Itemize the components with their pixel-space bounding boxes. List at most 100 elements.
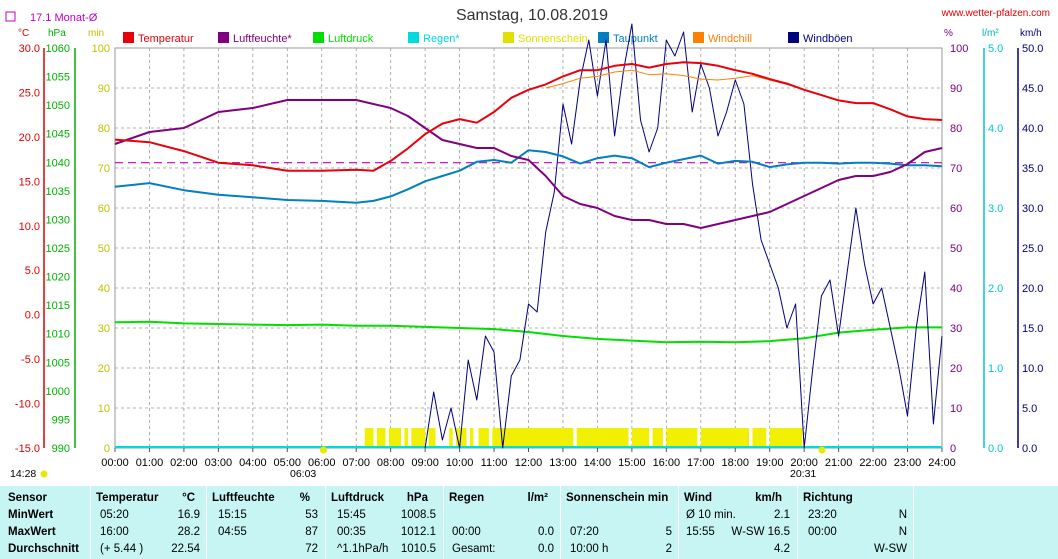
sunshine-bar xyxy=(666,428,698,448)
sunshine-bar xyxy=(376,428,386,448)
x-tick-label: 22:00 xyxy=(859,457,887,469)
sun-icon xyxy=(40,470,48,478)
wind-tick-label: 35.0 xyxy=(1022,163,1043,175)
unit-pressure: hPa xyxy=(48,28,66,39)
humidity-tick-label: 10 xyxy=(950,403,962,415)
sunshine-bar xyxy=(700,428,750,448)
series-taupunkt xyxy=(114,149,943,204)
stats-header: Richtung xyxy=(803,492,853,504)
temp-tick-label: 20.0 xyxy=(19,132,40,144)
x-tick-label: 23:00 xyxy=(894,457,922,469)
legend-item: Luftdruck xyxy=(313,32,374,45)
x-tick-label: 09:00 xyxy=(411,457,439,469)
sunshine-bar xyxy=(478,428,489,448)
wind-tick-label: 0.0 xyxy=(1022,443,1037,455)
sunshine-bar xyxy=(411,428,426,448)
pressure-tick-label: 1045 xyxy=(46,129,70,141)
stats-row-label: Durchschnitt xyxy=(8,543,79,555)
monthly-avg-label: 17.1 Monat-Ø xyxy=(30,12,98,24)
stats-table: Sensor Temperatur °C Luftfeuchte% Luftdruck h… xyxy=(0,486,1058,559)
stats-time: 00:35 xyxy=(337,526,366,538)
stats-value: 16.9 xyxy=(177,509,200,521)
legend-swatch xyxy=(598,32,609,43)
pressure-tick-label: 1050 xyxy=(46,100,70,112)
stats-time: 04:55 xyxy=(218,526,247,538)
stats-row-label: MinWert xyxy=(8,509,54,521)
x-tick-label: 24:00 xyxy=(928,457,956,469)
stats-separator xyxy=(913,486,914,559)
stats-value: 28.2 xyxy=(177,526,200,538)
stats-time: 00:00 xyxy=(452,526,481,538)
humidity-tick-label: 90 xyxy=(950,83,962,95)
wind-tick-label: 40.0 xyxy=(1022,123,1043,135)
stats-value: 1012.1 xyxy=(400,526,436,538)
x-tick-label: 17:00 xyxy=(687,457,715,469)
humidity-tick-label: 60 xyxy=(950,203,962,215)
stats-separator xyxy=(560,486,561,559)
stats-time: 15:55 xyxy=(686,526,715,538)
temp-tick-label: 15.0 xyxy=(19,176,40,188)
grid xyxy=(114,47,943,449)
x-tick-label: 03:00 xyxy=(205,457,233,469)
stats-value: 1010.5 xyxy=(400,543,436,555)
stats-unit: °C xyxy=(182,492,195,504)
daylength-label: 14:28 xyxy=(10,468,36,480)
stats-time: 05:20 xyxy=(100,509,129,521)
legend-swatch xyxy=(218,32,229,43)
pressure-tick-label: 1040 xyxy=(46,157,70,169)
stats-row-label: MaxWert xyxy=(8,526,56,538)
legend-swatch xyxy=(503,32,514,43)
stats-header: Sonnenschein min xyxy=(566,492,669,504)
rain-tick-label: 2.0 xyxy=(988,283,1003,295)
stats-separator xyxy=(90,486,91,559)
unit-temp: °C xyxy=(18,28,29,39)
sunshine-tick-label: 80 xyxy=(98,123,110,135)
stats-unit: % xyxy=(299,492,310,504)
stats-value: 0.0 xyxy=(538,526,554,538)
legend-item: Windchill xyxy=(693,32,752,45)
humidity-tick-label: 80 xyxy=(950,123,962,135)
stats-time: Gesamt: xyxy=(452,543,496,555)
pressure-tick-label: 1030 xyxy=(46,214,70,226)
legend-item: Taupunkt xyxy=(598,32,658,45)
stats-separator xyxy=(797,486,798,559)
unit-percent: % xyxy=(944,28,953,39)
stats-value: 1008.5 xyxy=(400,509,436,521)
sunshine-tick-label: 50 xyxy=(98,243,110,255)
legend-swatch xyxy=(313,32,324,43)
sunshine-bar xyxy=(456,428,467,448)
sunshine-tick-label: 60 xyxy=(98,203,110,215)
sunshine-bar xyxy=(769,428,803,448)
sunshine-tick-label: 20 xyxy=(98,363,110,375)
wind-tick-label: 20.0 xyxy=(1022,283,1043,295)
stats-value: 72 xyxy=(305,543,318,555)
x-tick-label: 02:00 xyxy=(170,457,198,469)
wind-tick-label: 45.0 xyxy=(1022,83,1043,95)
stats-value: 2.1 xyxy=(774,509,790,521)
chart-legend: Temperatur Luftfeuchte* Luftdruck Regen* Son… xyxy=(123,32,853,45)
x-tick-label: 06:00 xyxy=(308,457,336,469)
sunshine-tick-label: 100 xyxy=(92,43,110,55)
series-windchill xyxy=(545,69,805,91)
humidity-tick-label: 20 xyxy=(950,363,962,375)
x-tick-label: 18:00 xyxy=(721,457,749,469)
legend-item: Windböen xyxy=(788,32,853,45)
stats-header: Sensor xyxy=(8,492,47,504)
wind-tick-label: 25.0 xyxy=(1022,243,1043,255)
stats-value: W-SW 16.5 xyxy=(731,526,790,538)
stats-time: 23:20 xyxy=(808,509,837,521)
wind-tick-label: 5.0 xyxy=(1022,403,1037,415)
unit-wind: km/h xyxy=(1020,28,1042,39)
pressure-tick-label: 995 xyxy=(52,414,70,426)
legend-label: Luftfeuchte* xyxy=(233,33,292,45)
rain-tick-label: 3.0 xyxy=(988,203,1003,215)
stats-value: 0.0 xyxy=(538,543,554,555)
stats-time: (+ 5.44 ) xyxy=(100,543,144,555)
stats-value: 5 xyxy=(665,526,672,538)
legend-label: Taupunkt xyxy=(613,33,658,45)
stats-value: 2 xyxy=(665,543,672,555)
site-url[interactable]: www.wetter-pfalzen.com xyxy=(941,8,1050,19)
stats-value: 53 xyxy=(305,509,318,521)
sunrise-label: 06:03 xyxy=(290,468,316,480)
humidity-tick-label: 0 xyxy=(950,443,956,455)
